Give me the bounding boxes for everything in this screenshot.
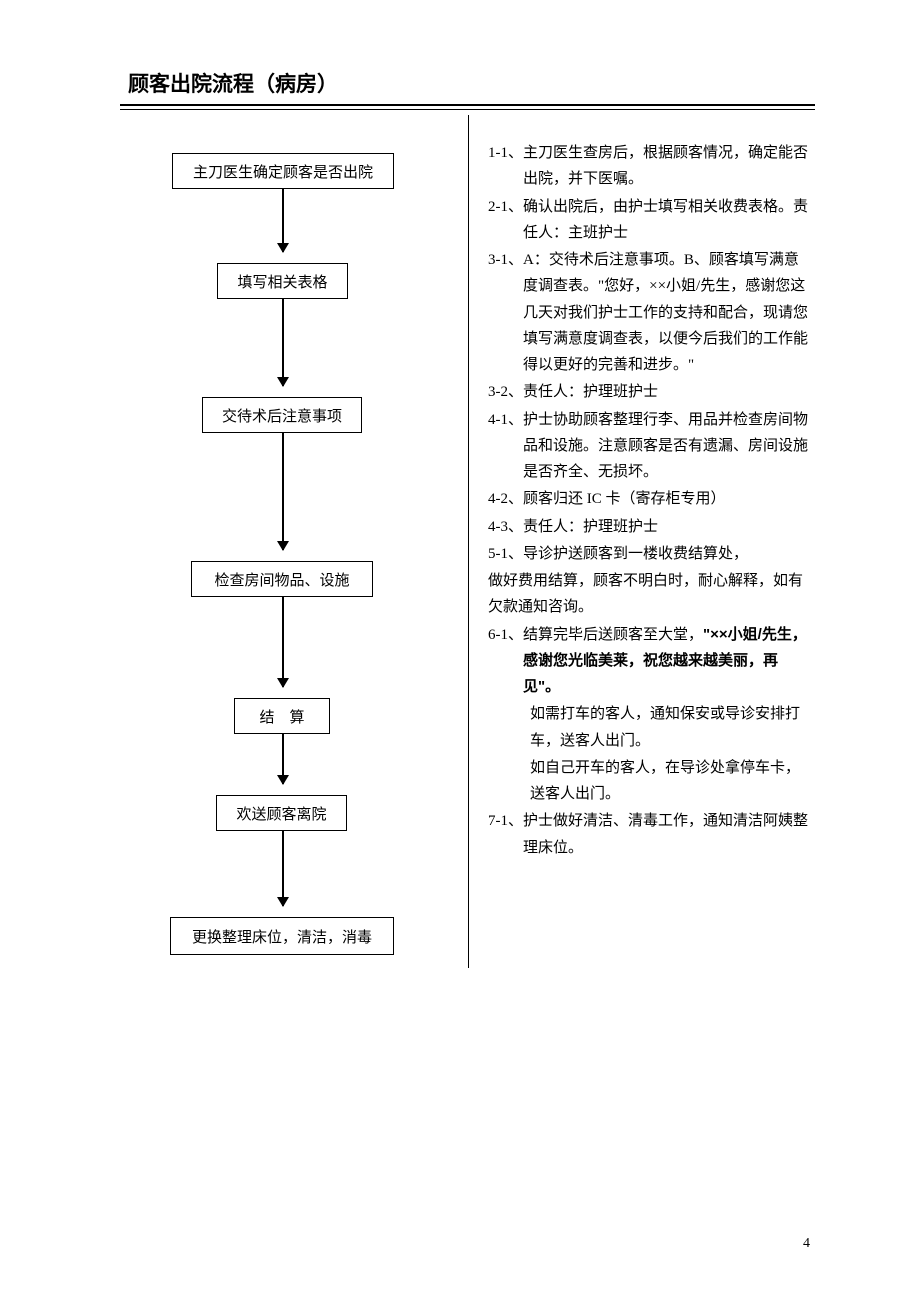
- flow-node-2: 填写相关表格: [217, 263, 348, 299]
- note-item-7: 4-3、责任人：护理班护士: [488, 514, 808, 540]
- page-title: 顾客出院流程（病房）: [128, 68, 338, 98]
- note-text: 顾客归还 IC 卡（寄存柜专用）: [523, 486, 808, 512]
- note-text: 导诊护送顾客到一楼收费结算处，: [523, 541, 808, 567]
- flowchart-container: 主刀医生确定顾客是否出院填写相关表格交待术后注意事项检查房间物品、设施结 算欢送…: [120, 115, 468, 1005]
- flow-node-1: 主刀医生确定顾客是否出院: [172, 153, 394, 189]
- flow-arrow-1: [282, 189, 284, 252]
- note-label: 4-3、: [488, 514, 523, 540]
- flow-arrow-3: [282, 433, 284, 550]
- flow-arrow-6: [282, 831, 284, 906]
- note-item-4: 3-2、责任人：护理班护士: [488, 379, 808, 405]
- note-label: 1-1、: [488, 140, 523, 193]
- note-text: 责任人：护理班护士: [523, 514, 808, 540]
- note-label: 4-2、: [488, 486, 523, 512]
- note-item-9: 做好费用结算，顾客不明白时，耐心解释，如有欠款通知咨询。: [488, 568, 808, 621]
- note-label: 5-1、: [488, 541, 523, 567]
- note-text: A：交待术后注意事项。B、顾客填写满意度调查表。"您好，××小姐/先生，感谢您这…: [523, 247, 808, 378]
- note-text: 责任人：护理班护士: [523, 379, 808, 405]
- note-label: 6-1、: [488, 622, 523, 701]
- flow-arrow-2: [282, 299, 284, 386]
- flow-arrow-4: [282, 597, 284, 687]
- note-text: 护士做好清洁、清毒工作，通知清洁阿姨整理床位。: [523, 808, 808, 861]
- note-label: 7-1、: [488, 808, 523, 861]
- flow-node-7: 更换整理床位，清洁，消毒: [170, 917, 394, 955]
- flow-arrow-5: [282, 734, 284, 784]
- note-item-1: 1-1、主刀医生查房后，根据顾客情况，确定能否出院，并下医嘱。: [488, 140, 808, 193]
- flow-node-6: 欢送顾客离院: [216, 795, 347, 831]
- title-underline-top: [120, 104, 815, 106]
- note-text: 结算完毕后送顾客至大堂，"××小姐/先生，感谢您光临美莱，祝您越来越美丽，再见"…: [523, 622, 808, 701]
- page-number: 4: [803, 1236, 810, 1252]
- note-label: 3-1、: [488, 247, 523, 378]
- note-text: 主刀医生查房后，根据顾客情况，确定能否出院，并下医嘱。: [523, 140, 808, 193]
- note-item-8: 5-1、导诊护送顾客到一楼收费结算处，: [488, 541, 808, 567]
- flow-node-3: 交待术后注意事项: [202, 397, 362, 433]
- note-item-5: 4-1、护士协助顾客整理行李、用品并检查房间物品和设施。注意顾客是否有遗漏、房间…: [488, 407, 808, 486]
- note-label: 3-2、: [488, 379, 523, 405]
- note-item-11: 如需打车的客人，通知保安或导诊安排打车，送客人出门。: [488, 701, 808, 754]
- note-item-13: 7-1、护士做好清洁、清毒工作，通知清洁阿姨整理床位。: [488, 808, 808, 861]
- note-item-12: 如自己开车的客人，在导诊处拿停车卡，送客人出门。: [488, 755, 808, 808]
- note-text: 如需打车的客人，通知保安或导诊安排打车，送客人出门。: [530, 701, 808, 754]
- note-text: 如自己开车的客人，在导诊处拿停车卡，送客人出门。: [530, 755, 808, 808]
- note-label: 4-1、: [488, 407, 523, 486]
- note-item-2: 2-1、确认出院后，由护士填写相关收费表格。责任人：主班护士: [488, 194, 808, 247]
- notes-panel: 1-1、主刀医生查房后，根据顾客情况，确定能否出院，并下医嘱。2-1、确认出院后…: [488, 140, 808, 862]
- note-item-6: 4-2、顾客归还 IC 卡（寄存柜专用）: [488, 486, 808, 512]
- note-text: 确认出院后，由护士填写相关收费表格。责任人：主班护士: [523, 194, 808, 247]
- vertical-divider: [468, 115, 469, 968]
- flow-node-4: 检查房间物品、设施: [191, 561, 373, 597]
- note-text: 做好费用结算，顾客不明白时，耐心解释，如有欠款通知咨询。: [488, 568, 808, 621]
- note-item-10: 6-1、结算完毕后送顾客至大堂，"××小姐/先生，感谢您光临美莱，祝您越来越美丽…: [488, 622, 808, 701]
- note-item-3: 3-1、A：交待术后注意事项。B、顾客填写满意度调查表。"您好，××小姐/先生，…: [488, 247, 808, 378]
- title-underline-bottom: [120, 109, 815, 110]
- flow-node-5: 结 算: [234, 698, 330, 734]
- note-label: 2-1、: [488, 194, 523, 247]
- note-text: 护士协助顾客整理行李、用品并检查房间物品和设施。注意顾客是否有遗漏、房间设施是否…: [523, 407, 808, 486]
